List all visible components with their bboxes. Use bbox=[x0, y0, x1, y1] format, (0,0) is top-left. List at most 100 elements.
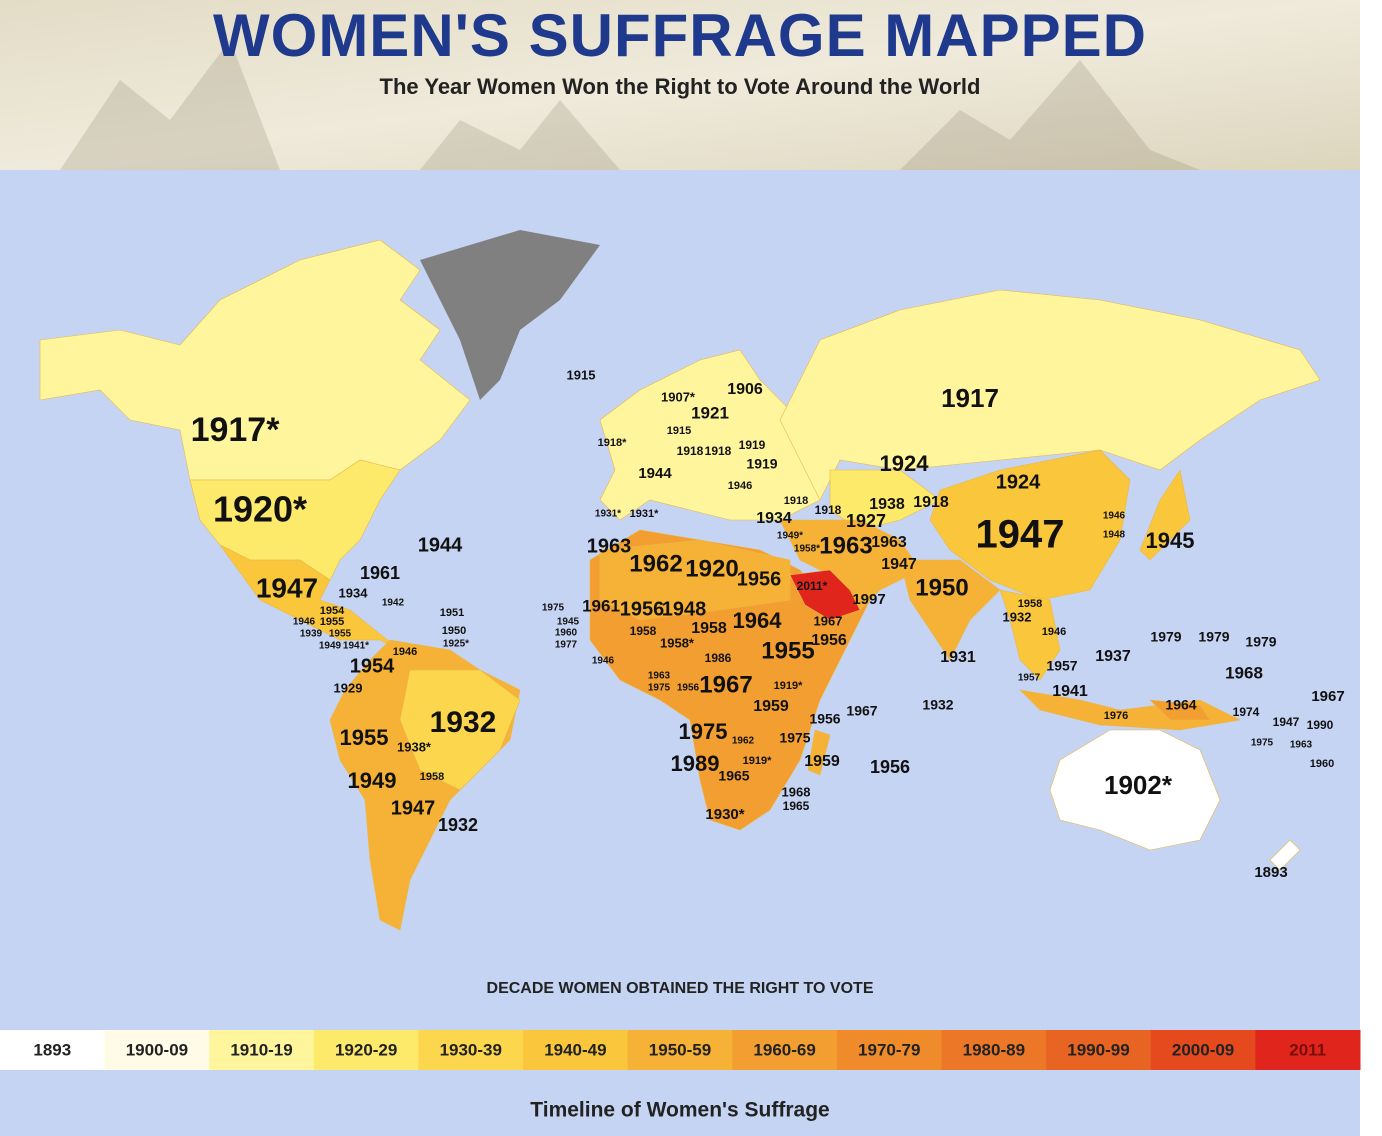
year-label: 1976 bbox=[1104, 710, 1128, 722]
year-label: 1975 bbox=[542, 603, 565, 614]
year-label: 1968 bbox=[1225, 663, 1263, 682]
year-label: 1957 bbox=[1046, 658, 1077, 674]
year-label: 1946 bbox=[728, 480, 752, 492]
year-label: 1964 bbox=[1165, 697, 1196, 713]
year-label: 1946 bbox=[1042, 626, 1066, 638]
year-label: 1918 bbox=[913, 494, 949, 511]
year-label: 1950 bbox=[442, 625, 466, 637]
year-label: 1963 bbox=[1290, 740, 1313, 751]
year-label: 1941* bbox=[343, 641, 369, 652]
brazil bbox=[399, 669, 521, 791]
year-label: 1921 bbox=[691, 403, 729, 422]
year-label: 1967 bbox=[699, 671, 752, 698]
year-label: 1975 bbox=[779, 730, 810, 746]
year-label: 1924 bbox=[880, 451, 930, 476]
legend-label: 2011 bbox=[1289, 1040, 1326, 1059]
header-texture bbox=[60, 40, 1200, 170]
year-label: 1948 bbox=[662, 598, 707, 620]
year-label: 1961 bbox=[582, 596, 620, 615]
year-label: 1925* bbox=[443, 639, 469, 650]
year-label: 1927 bbox=[846, 511, 886, 531]
year-label: 2011* bbox=[797, 579, 828, 593]
year-label: 1968 bbox=[782, 784, 811, 799]
year-label: 1975 bbox=[679, 719, 728, 744]
title: WOMEN'S SUFFRAGE MAPPED bbox=[213, 2, 1147, 69]
year-label: 1917* bbox=[191, 411, 281, 449]
year-label: 1958 bbox=[420, 771, 444, 783]
australia bbox=[1049, 729, 1221, 851]
japan bbox=[1139, 469, 1191, 561]
year-label: 1931 bbox=[940, 649, 976, 666]
year-label: 1918 bbox=[815, 503, 842, 517]
year-label: 1906 bbox=[727, 381, 763, 398]
year-label: 1956 bbox=[811, 632, 847, 649]
year-label: 1946 bbox=[1103, 511, 1126, 522]
year-label: 1918* bbox=[598, 437, 627, 449]
year-label: 1989 bbox=[671, 751, 720, 776]
year-label: 1930* bbox=[705, 806, 744, 823]
legend-swatch bbox=[523, 1030, 629, 1070]
year-label: 1949 bbox=[348, 768, 397, 793]
year-label: 1955 bbox=[761, 637, 814, 664]
year-label: 1932 bbox=[1003, 609, 1032, 624]
year-label: 1963 bbox=[648, 671, 671, 682]
year-label: 1949* bbox=[777, 531, 803, 542]
year-label: 1915 bbox=[567, 367, 596, 382]
year-label: 1945 bbox=[1146, 528, 1195, 553]
legend-swatch bbox=[418, 1030, 524, 1070]
year-label: 1920 bbox=[685, 555, 738, 582]
legend-label: 1990-99 bbox=[1067, 1040, 1129, 1059]
legend-label: 1970-79 bbox=[858, 1040, 920, 1059]
year-label: 1956 bbox=[870, 757, 910, 777]
legend-swatch bbox=[627, 1030, 733, 1070]
legend-swatch bbox=[1150, 1030, 1256, 1070]
year-label: 1958* bbox=[794, 544, 820, 555]
year-label: 1967 bbox=[846, 703, 877, 719]
russia bbox=[779, 289, 1321, 501]
year-label: 1958 bbox=[630, 624, 657, 638]
legend-label: 1900-09 bbox=[126, 1040, 188, 1059]
china bbox=[929, 449, 1131, 601]
year-label: 1941 bbox=[1052, 683, 1088, 700]
legend-label: 1980-89 bbox=[963, 1040, 1025, 1059]
year-label: 1939 bbox=[300, 629, 323, 640]
legend-label: 1930-39 bbox=[440, 1040, 502, 1059]
year-label: 1979 bbox=[1198, 629, 1229, 645]
year-label: 1975 bbox=[648, 683, 671, 694]
legend-label: 1960-69 bbox=[753, 1040, 815, 1059]
year-label: 1919* bbox=[743, 755, 772, 767]
year-label: 1959 bbox=[753, 698, 789, 715]
year-label: 1954 bbox=[350, 655, 395, 677]
year-label: 1956 bbox=[620, 598, 665, 620]
year-label: 1919 bbox=[746, 456, 777, 472]
legend-label: 1920-29 bbox=[335, 1040, 397, 1059]
year-label: 1924 bbox=[996, 471, 1041, 493]
mexico bbox=[219, 544, 401, 651]
year-label: 1919 bbox=[739, 438, 766, 452]
year-label: 1990 bbox=[1307, 718, 1334, 732]
year-label: 1917 bbox=[941, 383, 999, 413]
year-label: 1902* bbox=[1104, 770, 1173, 800]
year-label: 1965 bbox=[718, 768, 749, 784]
legend-title: DECADE WOMEN OBTAINED THE RIGHT TO VOTE bbox=[487, 980, 874, 997]
continents bbox=[39, 230, 1321, 931]
year-label: 1956 bbox=[809, 711, 840, 727]
legend-label: 1950-59 bbox=[649, 1040, 711, 1059]
year-label: 1997 bbox=[852, 591, 885, 608]
india bbox=[899, 559, 1001, 661]
legend-swatch bbox=[104, 1030, 210, 1070]
year-label: 1955 bbox=[329, 629, 352, 640]
year-label: 1967 bbox=[814, 613, 843, 628]
year-label: 1945 bbox=[557, 617, 580, 628]
year-label: 1947 bbox=[1273, 715, 1300, 729]
year-label: 1954 bbox=[320, 605, 345, 617]
year-label: 1944 bbox=[638, 465, 672, 482]
year-label: 1963 bbox=[871, 534, 907, 551]
legend-swatch bbox=[836, 1030, 943, 1070]
year-label: 1915 bbox=[667, 425, 691, 437]
year-label: 1963 bbox=[819, 532, 872, 559]
year-label: 1956 bbox=[677, 683, 700, 694]
year-label: 1934 bbox=[339, 585, 369, 600]
new-zealand bbox=[1269, 839, 1301, 871]
